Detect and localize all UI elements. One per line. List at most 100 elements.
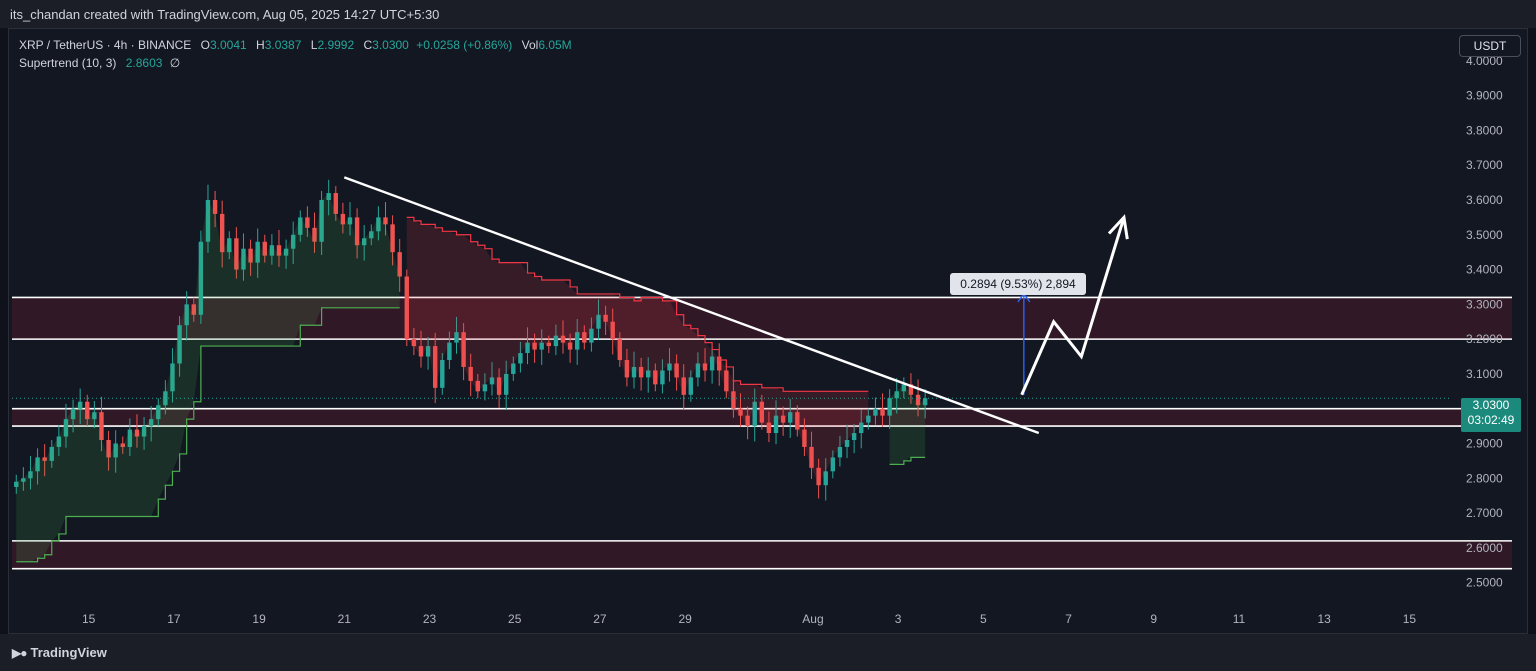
candle-up <box>482 384 488 392</box>
candle-up <box>646 370 651 378</box>
candle-down <box>738 408 743 416</box>
candle-down <box>908 384 914 395</box>
candle-down <box>674 363 679 378</box>
y-tick-label: 3.7000 <box>1466 158 1503 172</box>
y-tick-label: 2.9000 <box>1466 436 1503 450</box>
candle-up <box>894 391 899 399</box>
candle-down <box>134 429 140 437</box>
candle-up <box>788 412 793 423</box>
tradingview-logo-icon: ▶● <box>12 646 28 660</box>
open-value: 3.0041 <box>209 38 247 52</box>
currency-button[interactable]: USDT <box>1459 35 1521 57</box>
candle-up <box>553 335 559 347</box>
candle-down <box>603 314 608 322</box>
candle-down <box>390 224 395 253</box>
y-tick-label: 2.6000 <box>1466 541 1503 555</box>
candle-down <box>432 346 438 388</box>
candle-down <box>546 342 552 347</box>
candle-down <box>759 401 765 423</box>
indicator-legend[interactable]: Supertrend (10, 3) 2.8603 ∅ <box>19 56 180 70</box>
candle-up <box>255 241 260 263</box>
last-price-badge: 3.0300 03:02:49 <box>1461 398 1521 432</box>
candle-down <box>780 415 786 423</box>
supertrend-down-line <box>406 216 869 392</box>
candle-down <box>248 248 253 263</box>
candle-up <box>326 193 331 200</box>
x-tick-label: 21 <box>338 612 352 626</box>
descending-trendline <box>343 176 1040 435</box>
candle-up <box>695 363 701 378</box>
candle-up <box>205 200 211 242</box>
candle-up <box>518 353 523 364</box>
y-tick-label: 2.7000 <box>1466 506 1503 520</box>
candle-up <box>148 419 154 427</box>
candle-down <box>85 401 90 420</box>
hidden-source-icon[interactable]: ∅ <box>169 56 181 70</box>
candle-up <box>198 241 204 315</box>
candle-up <box>851 433 857 440</box>
supertrend-up-1-fill <box>16 193 400 562</box>
supertrend-down-fill <box>406 217 869 486</box>
candle-up <box>141 426 147 437</box>
candle-up <box>773 415 779 434</box>
candle-up <box>539 342 544 350</box>
candle-down <box>106 440 111 458</box>
symbol-name[interactable]: XRP / TetherUS · 4h · BINANCE <box>19 38 192 52</box>
candle-up <box>21 478 26 482</box>
candle-up <box>35 457 40 472</box>
x-tick-label: 9 <box>1150 612 1157 626</box>
candle-up <box>447 342 452 360</box>
candle-down <box>560 335 566 343</box>
candle-up <box>28 471 33 479</box>
candle-down <box>653 370 658 385</box>
y-tick-label: 3.8000 <box>1466 123 1503 137</box>
candle-up <box>177 325 182 364</box>
candle-up <box>70 408 76 420</box>
candle-down <box>681 377 686 395</box>
brand-text: TradingView <box>30 645 107 660</box>
candle-down <box>333 193 338 214</box>
candle-down <box>766 422 772 434</box>
symbol-legend[interactable]: XRP / TetherUS · 4h · BINANCE O3.0041 H3… <box>19 38 572 52</box>
projection-arrow-head <box>1107 214 1129 240</box>
low-label: L <box>310 38 318 52</box>
projection-path <box>1020 216 1126 396</box>
footer-bar <box>0 634 1536 671</box>
open-label: O <box>200 38 210 52</box>
y-tick-label: 2.5000 <box>1466 576 1503 590</box>
candle-down <box>418 346 424 357</box>
candle-up <box>269 245 275 256</box>
candle-down <box>383 217 388 225</box>
candle-down <box>120 443 125 447</box>
candle-down <box>702 363 708 371</box>
candle-down <box>567 342 573 350</box>
top-bar: its_chandan created with TradingView.com… <box>0 0 1536 28</box>
candle-down <box>219 213 225 253</box>
candle-down <box>411 339 417 347</box>
candle-up <box>361 238 367 246</box>
candle-up <box>163 391 168 406</box>
y-tick-label: 3.3000 <box>1466 297 1503 311</box>
candle-up <box>369 231 374 239</box>
candle-up <box>859 422 864 434</box>
candle-down <box>724 370 729 392</box>
y-tick-label: 3.1000 <box>1466 367 1503 381</box>
candle-up <box>241 248 246 270</box>
x-tick-label: 15 <box>1403 612 1417 626</box>
candle-up <box>14 481 19 487</box>
x-tick-label: Aug <box>802 612 823 626</box>
candle-up <box>873 408 878 416</box>
candle-up <box>283 248 289 256</box>
candle-up <box>830 457 836 472</box>
indicator-name[interactable]: Supertrend (10, 3) <box>19 56 117 70</box>
x-tick-label: 19 <box>252 612 266 626</box>
tradingview-brand[interactable]: ▶● TradingView <box>12 645 107 660</box>
candle-up <box>156 405 161 420</box>
candle-up <box>504 373 509 395</box>
candle-up <box>589 328 594 343</box>
y-tick-label: 3.5000 <box>1466 228 1503 242</box>
y-tick-label: 2.8000 <box>1466 471 1503 485</box>
candle-down <box>461 332 466 367</box>
last-price-value: 3.0300 <box>1472 398 1510 412</box>
